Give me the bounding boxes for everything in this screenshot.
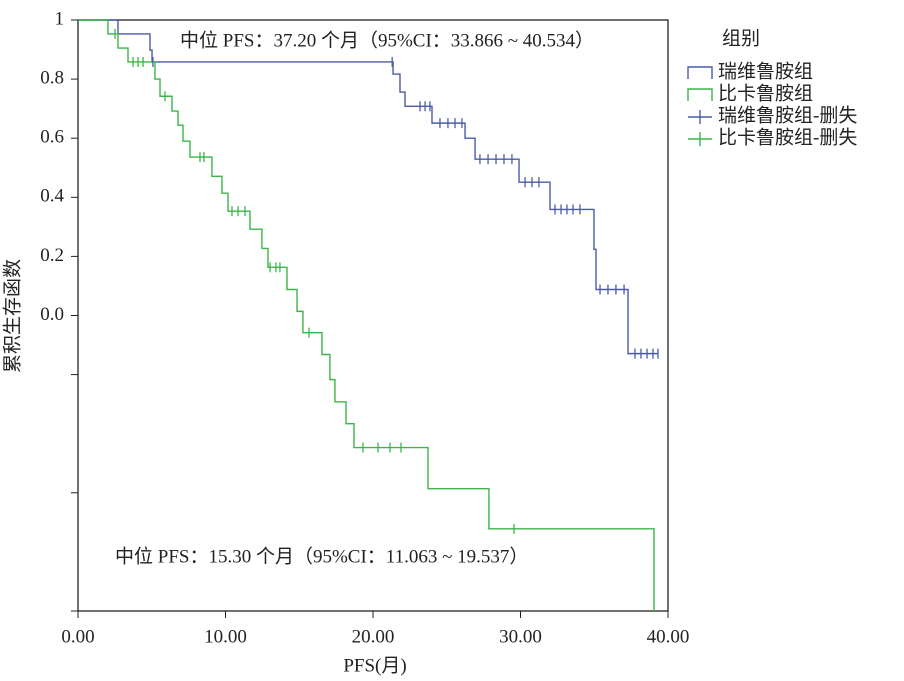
x-tick-label: 10.00 xyxy=(204,626,247,647)
survival-curve xyxy=(78,19,655,611)
legend-label: 比卡鲁胺组-删失 xyxy=(718,126,857,148)
legend-symbol xyxy=(687,66,713,79)
annotation: 中位 PFS：37.20 个月（95%CI：33.866 ~ 40.534） xyxy=(180,29,594,51)
y-axis-label: 累积生存函数 xyxy=(1,259,23,373)
y-tick-label: 0.6 xyxy=(40,127,64,148)
annotation: 中位 PFS：15.30 个月（95%CI：11.063 ~ 19.537） xyxy=(115,545,528,567)
x-tick-label: 0.00 xyxy=(61,626,94,647)
legend-label: 比卡鲁胺组 xyxy=(718,82,813,104)
y-tick-label: 1 xyxy=(55,8,65,29)
plot-frame xyxy=(77,19,669,612)
legend-label: 瑞维鲁胺组 xyxy=(718,60,813,82)
y-tick-label: 0.4 xyxy=(40,186,64,207)
y-tick-label: 0.8 xyxy=(40,67,64,88)
y-tick-label: 0.0 xyxy=(40,304,64,325)
legend-label: 瑞维鲁胺组-删失 xyxy=(718,104,857,126)
x-tick-label: 30.00 xyxy=(499,626,542,647)
legend-symbol xyxy=(687,88,713,101)
legend-title: 组别 xyxy=(722,27,760,49)
x-tick-label: 20.00 xyxy=(352,626,395,647)
y-tick-label: 0.2 xyxy=(40,245,64,266)
x-tick-label: 40.00 xyxy=(647,626,690,647)
survival-curve xyxy=(78,19,658,355)
x-axis-label: PFS(月) xyxy=(343,655,406,676)
